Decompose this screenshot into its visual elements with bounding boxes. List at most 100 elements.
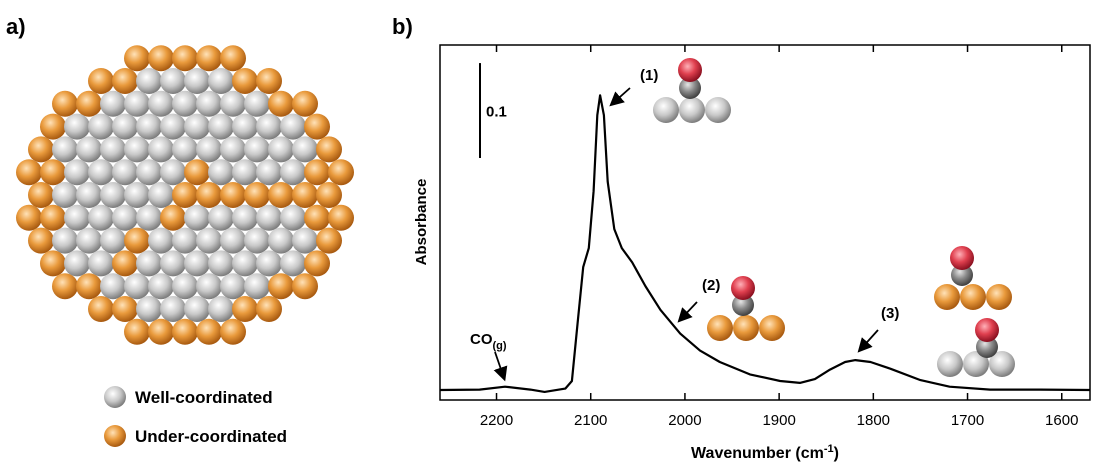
- atom: [220, 182, 246, 208]
- legend-marker: [104, 386, 126, 408]
- atom: [172, 273, 198, 299]
- atom: [64, 114, 90, 140]
- atom: [328, 159, 354, 185]
- atom: [268, 273, 294, 299]
- atom: [160, 296, 186, 322]
- atom: [76, 136, 102, 162]
- atom: [64, 159, 90, 185]
- arrow: [612, 88, 630, 104]
- atom: [28, 228, 54, 254]
- atom: [124, 228, 150, 254]
- atom: [280, 114, 306, 140]
- atom: [328, 205, 354, 231]
- atom: [52, 228, 78, 254]
- atom: [232, 296, 258, 322]
- x-tick-label: 2000: [668, 412, 701, 429]
- atom: [316, 228, 342, 254]
- panel-label: a): [6, 14, 26, 39]
- atom: [292, 228, 318, 254]
- atom: [232, 114, 258, 140]
- atom: [124, 91, 150, 117]
- annotation-sub: (g): [493, 340, 507, 352]
- atom: [304, 205, 330, 231]
- figure: a) b) Well-coordinated Under-coordinated…: [0, 0, 1094, 465]
- atom: [16, 159, 42, 185]
- atom: [304, 114, 330, 140]
- molecule-icon: [937, 318, 1015, 377]
- atom: [256, 205, 282, 231]
- x-tick-label: 1800: [857, 412, 890, 429]
- atom: [112, 296, 138, 322]
- atom: [88, 296, 114, 322]
- legend-label: Under-coordinated: [135, 427, 287, 446]
- atom: [184, 250, 210, 276]
- atom: [244, 136, 270, 162]
- atom: [316, 136, 342, 162]
- atom: [88, 205, 114, 231]
- atom: [124, 273, 150, 299]
- atom: [244, 228, 270, 254]
- molecule-icon: [934, 246, 1012, 310]
- atom: [100, 91, 126, 117]
- atom: [304, 159, 330, 185]
- atom: [220, 91, 246, 117]
- atom: [172, 228, 198, 254]
- atom: [172, 319, 198, 345]
- nanoparticle: [16, 45, 354, 345]
- atom: [244, 273, 270, 299]
- atom: [256, 296, 282, 322]
- annotation-text: CO: [470, 331, 493, 348]
- atom: [112, 205, 138, 231]
- atom: [52, 273, 78, 299]
- atom: [292, 273, 318, 299]
- atom: [16, 205, 42, 231]
- atom: [280, 159, 306, 185]
- atom: [88, 114, 114, 140]
- atom: [232, 68, 258, 94]
- atom: [52, 91, 78, 117]
- atom: [148, 228, 174, 254]
- scale-bar: 0.1: [480, 63, 507, 158]
- atom: [28, 136, 54, 162]
- atom: [88, 159, 114, 185]
- atom: [148, 45, 174, 71]
- atom: [196, 228, 222, 254]
- x-tick-label: 1600: [1045, 412, 1078, 429]
- atom: [64, 205, 90, 231]
- atom: [148, 91, 174, 117]
- x-label-tail: ): [834, 445, 839, 462]
- atom: [136, 205, 162, 231]
- atom: [184, 296, 210, 322]
- atom: [196, 182, 222, 208]
- atom: [304, 250, 330, 276]
- atom: [268, 136, 294, 162]
- atom: [148, 319, 174, 345]
- atom: [220, 228, 246, 254]
- atom: [40, 159, 66, 185]
- atom: [244, 91, 270, 117]
- atom: [40, 250, 66, 276]
- annotation: (3): [881, 305, 899, 322]
- atom: [208, 68, 234, 94]
- atom: [316, 182, 342, 208]
- atom: [208, 296, 234, 322]
- atom: [160, 114, 186, 140]
- atom: [100, 228, 126, 254]
- atom: [232, 205, 258, 231]
- atom: [40, 205, 66, 231]
- atom: [136, 114, 162, 140]
- atom: [160, 159, 186, 185]
- atom: [196, 91, 222, 117]
- atom: [208, 250, 234, 276]
- atom: [88, 68, 114, 94]
- annotation: CO(g): [470, 331, 507, 352]
- atom: [112, 68, 138, 94]
- atom: [160, 250, 186, 276]
- atom: [208, 114, 234, 140]
- y-axis-label: Absorbance: [413, 179, 430, 266]
- atom: [292, 136, 318, 162]
- atom: [232, 250, 258, 276]
- page: a) b) Well-coordinated Under-coordinated…: [0, 0, 1094, 465]
- atom: [136, 296, 162, 322]
- atom: [232, 159, 258, 185]
